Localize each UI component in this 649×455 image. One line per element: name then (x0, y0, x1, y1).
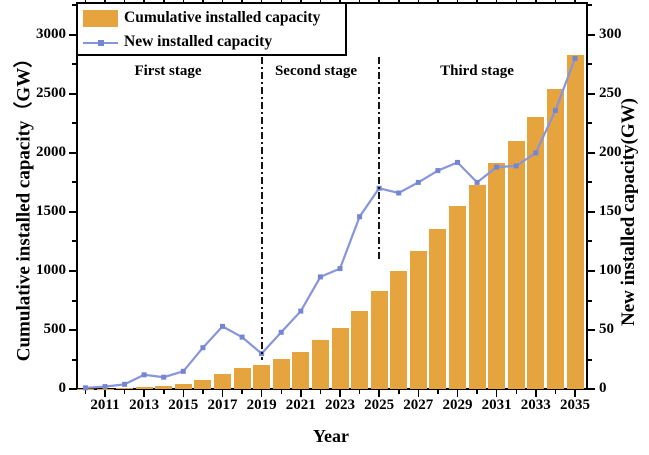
line-marker-2023 (337, 266, 343, 272)
bar-swatch-icon (83, 9, 118, 27)
line-marker-2013 (141, 372, 147, 378)
legend-label-new: New installed capacity (124, 33, 273, 50)
line-marker-2028 (435, 168, 441, 174)
line-marker-2014 (161, 374, 167, 380)
stage-divider-2019 (260, 57, 263, 360)
stage-label-third: Third stage (440, 63, 514, 79)
line-marker-2022 (317, 274, 323, 280)
line-marker-2015 (180, 368, 186, 374)
line-marker-2020 (278, 329, 284, 335)
line-swatch-icon (83, 34, 118, 51)
line-marker-2021 (298, 308, 304, 314)
line-marker-2012 (122, 381, 128, 387)
line-marker-2024 (357, 214, 363, 220)
line-marker-2016 (200, 345, 206, 351)
line-marker-2027 (415, 179, 421, 185)
legend-label-cumulative: Cumulative installed capacity (124, 9, 321, 26)
line-marker-2011 (102, 384, 108, 390)
line-marker-2017 (220, 323, 225, 329)
line-marker-2026 (396, 190, 402, 196)
line-marker-2029 (455, 159, 460, 165)
line-marker-2018 (239, 334, 245, 340)
line-marker-2033 (533, 150, 539, 156)
legend-item-new: New installed capacity (83, 30, 345, 54)
line-marker-2032 (513, 163, 519, 169)
line-marker-2010 (82, 385, 88, 391)
line-marker-2035 (572, 56, 578, 61)
line-marker-2030 (474, 179, 480, 185)
stage-label-second: Second stage (274, 63, 358, 79)
stage-label-first: First stage (134, 63, 202, 79)
x-axis-title: Year (313, 426, 349, 446)
legend-item-cumulative: Cumulative installed capacity (83, 6, 345, 30)
stage-divider-2025 (378, 57, 381, 262)
line-marker-2031 (494, 164, 500, 170)
line-marker-2034 (552, 107, 558, 113)
legend: Cumulative installed capacity New instal… (76, 2, 347, 56)
